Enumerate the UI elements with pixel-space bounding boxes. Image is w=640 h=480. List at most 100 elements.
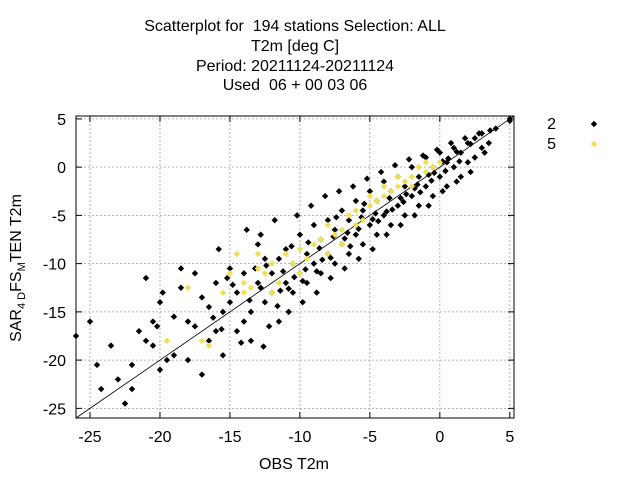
data-point-series-2 xyxy=(184,318,192,325)
data-point-series-2 xyxy=(321,192,329,200)
data-point-series-2 xyxy=(338,207,346,214)
data-point-series-2 xyxy=(405,156,413,163)
data-point-series-2 xyxy=(377,168,385,176)
data-point-series-2 xyxy=(163,356,171,364)
data-point-series-2 xyxy=(457,173,465,180)
data-point-series-2 xyxy=(389,206,396,213)
data-point-series-2 xyxy=(447,139,455,147)
data-point-series-2 xyxy=(445,155,452,162)
data-point-series-2 xyxy=(401,183,409,190)
data-point-series-5 xyxy=(366,192,374,200)
data-point-series-2 xyxy=(303,250,311,258)
data-point-series-2 xyxy=(265,323,273,330)
data-point-series-2 xyxy=(233,289,241,296)
data-point-series-2 xyxy=(156,299,164,306)
data-point-series-2 xyxy=(456,158,463,165)
x-tick-label: -10 xyxy=(288,429,311,446)
data-point-series-2 xyxy=(453,178,460,185)
data-point-series-5 xyxy=(254,250,262,258)
chart-title-line-1: Scatterplot for 194 stations Selection: … xyxy=(144,18,446,35)
y-tick-label: -5 xyxy=(52,208,66,225)
data-point-series-2 xyxy=(219,352,227,359)
data-point-series-5 xyxy=(282,250,290,258)
data-point-series-5 xyxy=(338,226,346,234)
data-point-series-2 xyxy=(149,318,157,325)
data-point-series-2 xyxy=(205,303,213,311)
data-point-series-2 xyxy=(335,188,343,195)
legend-marker-5 xyxy=(590,140,598,148)
data-point-series-2 xyxy=(223,274,231,282)
data-point-series-2 xyxy=(422,183,430,190)
data-point-series-2 xyxy=(257,231,264,238)
data-point-series-2 xyxy=(450,144,458,152)
data-point-series-2 xyxy=(450,163,458,171)
data-point-series-2 xyxy=(330,233,337,240)
data-point-series-2 xyxy=(226,299,234,306)
data-point-series-2 xyxy=(411,212,418,219)
data-point-series-2 xyxy=(327,274,334,282)
data-point-series-2 xyxy=(170,313,178,320)
chart-title-line-2: T2m [deg C] xyxy=(250,38,340,55)
data-point-series-2 xyxy=(261,255,269,262)
data-point-series-5 xyxy=(254,265,262,272)
data-point-series-2 xyxy=(316,244,323,252)
data-point-series-2 xyxy=(274,302,281,310)
data-point-series-5 xyxy=(324,250,332,258)
data-point-series-5 xyxy=(247,284,255,291)
data-point-series-2 xyxy=(415,173,423,180)
data-point-series-5 xyxy=(240,279,248,287)
legend-marker-2 xyxy=(590,120,598,128)
data-point-series-5 xyxy=(331,231,339,238)
data-point-series-5 xyxy=(240,289,248,296)
data-point-series-2 xyxy=(408,192,416,200)
data-point-series-2 xyxy=(467,140,474,148)
data-point-series-2 xyxy=(439,188,446,195)
data-point-series-2 xyxy=(352,231,360,238)
data-point-series-2 xyxy=(219,308,227,316)
data-point-series-2 xyxy=(428,177,435,184)
data-point-series-2 xyxy=(475,130,483,137)
data-point-series-2 xyxy=(419,152,427,159)
data-point-series-2 xyxy=(288,243,295,250)
data-point-series-5 xyxy=(394,173,402,180)
data-point-series-2 xyxy=(142,274,150,282)
data-point-series-2 xyxy=(261,299,269,306)
data-point-series-2 xyxy=(361,200,368,208)
data-point-series-2 xyxy=(369,216,376,223)
data-point-series-2 xyxy=(198,294,206,301)
data-point-series-5 xyxy=(345,212,353,219)
data-point-series-2 xyxy=(333,214,340,221)
data-point-series-5 xyxy=(408,183,416,190)
data-point-series-2 xyxy=(305,239,312,246)
data-point-series-2 xyxy=(366,188,374,195)
data-point-series-2 xyxy=(277,287,284,294)
data-point-series-2 xyxy=(159,289,166,296)
data-point-series-2 xyxy=(271,217,278,224)
data-point-series-2 xyxy=(302,266,309,273)
data-point-series-5 xyxy=(268,289,276,296)
data-point-series-2 xyxy=(247,308,255,316)
data-point-series-2 xyxy=(478,144,486,152)
data-point-series-2 xyxy=(394,202,402,209)
data-point-series-2 xyxy=(257,284,264,291)
data-point-series-2 xyxy=(233,327,241,335)
data-point-series-2 xyxy=(212,279,220,287)
data-point-series-5 xyxy=(163,337,171,345)
data-point-series-2 xyxy=(114,376,122,383)
data-point-series-2 xyxy=(359,207,367,214)
data-point-series-2 xyxy=(313,289,320,296)
data-point-series-2 xyxy=(142,337,150,345)
data-point-series-5 xyxy=(422,159,430,166)
data-point-series-2 xyxy=(363,175,371,182)
data-point-series-2 xyxy=(415,202,423,209)
data-point-series-2 xyxy=(487,127,494,134)
data-point-series-5 xyxy=(184,284,192,291)
data-point-series-2 xyxy=(347,243,354,250)
data-point-series-2 xyxy=(319,256,326,263)
data-point-series-5 xyxy=(387,188,395,195)
data-point-series-2 xyxy=(442,167,449,175)
axis-ticks: -25 -20 -15 -10 -5 0 5 -25 -20 -15 -10 -5 0 5 xyxy=(43,112,514,446)
chart-title-line-4: Used 06 + 00 03 06 xyxy=(222,77,368,94)
data-point-series-2 xyxy=(414,181,421,188)
data-point-series-2 xyxy=(400,198,407,206)
